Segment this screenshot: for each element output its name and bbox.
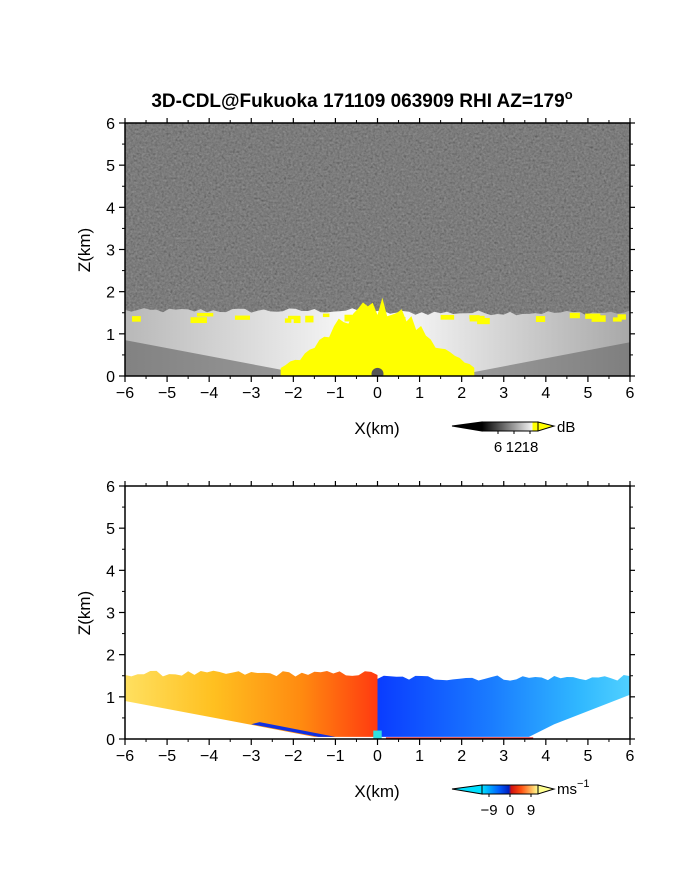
reflectivity-colorbar: dB 6 12 18 [451,419,575,456]
velocity-heatmap [125,486,630,739]
y-tick-label: 1 [106,327,115,344]
x-tick-label: 5 [583,748,592,765]
x-tick-label: 1 [415,385,424,402]
saturated-fleck [617,314,626,320]
saturated-fleck [612,317,622,322]
colorbar-tick-label: 9 [527,802,535,819]
y-tick-label: 2 [106,648,115,665]
x-tick-label: −2 [284,385,302,402]
x-axis-label: X(km) [354,782,399,801]
y-tick-label: 5 [106,158,115,175]
y-tick-label: 0 [106,369,115,386]
x-tick-label: 3 [499,748,508,765]
saturated-fleck [569,312,580,319]
saturated-fleck [196,312,214,317]
x-tick-label: 2 [457,748,466,765]
x-tick-label: −1 [326,748,344,765]
x-tick-label: 6 [626,748,635,765]
low-echo-wedge [453,342,630,376]
y-tick-label: 5 [106,521,115,538]
lidar-site-marker [371,367,384,376]
colorbar-tick-label: −9 [480,802,497,819]
x-tick-label: −3 [242,385,260,402]
y-tick-label: 0 [106,732,115,749]
saturated-fleck [469,315,480,320]
saturated-fleck [284,318,292,323]
saturated-fleck [293,316,301,324]
y-tick-label: 6 [106,116,115,133]
x-tick-label: −6 [116,748,134,765]
low-echo-wedge [125,340,315,376]
saturated-fleck [234,315,250,320]
y-tick-label: 6 [106,479,115,496]
y-axis-label: Z(km) [75,591,94,635]
colorbar-unit: ms−1 [557,778,590,798]
saturated-fleck [132,316,141,322]
y-tick-label: 4 [106,200,115,217]
y-tick-label: 1 [106,690,115,707]
saturated-fleck [344,314,359,322]
saturated-fleck [288,315,301,320]
y-tick-label: 2 [106,285,115,302]
x-tick-label: 3 [499,385,508,402]
y-tick-label: 3 [106,606,115,623]
figure-title: 3D-CDL@Fukuoka 171109 063909 RHI AZ=179o [151,87,572,112]
near-ground-return [251,722,336,737]
x-tick-label: 0 [373,385,382,402]
receding-flow-region [377,674,630,737]
x-tick-label: 1 [415,748,424,765]
x-tick-label: −2 [284,748,302,765]
saturated-fleck [190,317,207,324]
saturated-fleck [390,317,406,322]
x-tick-label: 5 [583,385,592,402]
saturated-fleck [305,315,314,323]
x-tick-label: −1 [326,385,344,402]
colorbar-tick-label: 6 [494,439,502,456]
saturated-fleck [535,316,546,322]
velocity-colorbar: ms−1 −9 0 9 [451,778,590,819]
x-tick-label: 4 [541,748,550,765]
saturated-fleck [591,315,606,322]
approaching-flow-region [125,670,378,737]
y-tick-label: 4 [106,563,115,580]
x-tick-label: −6 [116,385,134,402]
x-tick-label: −4 [200,385,218,402]
x-tick-label: −3 [242,748,260,765]
saturated-echo [280,297,475,376]
lidar-site-marker [373,730,382,739]
saturated-fleck [374,315,387,321]
colorbar-tick-label: 12 [506,439,523,456]
y-axis-label: Z(km) [75,228,94,272]
reflectivity-heatmap [125,123,630,376]
x-tick-label: 4 [541,385,550,402]
x-tick-label: −4 [200,748,218,765]
x-tick-label: −5 [158,385,176,402]
velocity-panel: −6 −5 −4 −3 −2 −1 0 1 2 3 4 5 6 0 1 2 3 4 5 6 X(km) Z(km) m… [75,479,635,819]
colorbar-tick-label: 18 [522,439,539,456]
y-tick-label: 3 [106,243,115,260]
colorbar-tick-label: 0 [506,802,514,819]
colorbar-unit: dB [557,419,575,436]
saturated-fleck [322,313,330,318]
x-axis-label: X(km) [354,419,399,438]
x-tick-label: −5 [158,748,176,765]
x-tick-label: 2 [457,385,466,402]
x-tick-label: 0 [373,748,382,765]
saturated-fleck [477,317,490,325]
x-tick-label: 6 [626,385,635,402]
saturated-fleck [440,314,455,320]
